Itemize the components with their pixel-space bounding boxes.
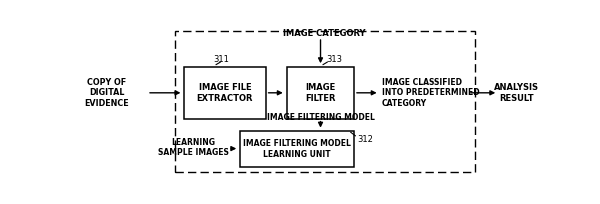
Bar xyxy=(175,31,475,172)
Text: IMAGE CATEGORY: IMAGE CATEGORY xyxy=(283,29,365,38)
Text: IMAGE CLASSIFIED
INTO PREDETERMINED
CATEGORY: IMAGE CLASSIFIED INTO PREDETERMINED CATE… xyxy=(382,78,479,108)
Text: COPY OF
DIGITAL
EVIDENCE: COPY OF DIGITAL EVIDENCE xyxy=(85,78,129,108)
Text: LEARNING
SAMPLE IMAGES: LEARNING SAMPLE IMAGES xyxy=(158,138,229,157)
Text: 311: 311 xyxy=(214,55,229,64)
Bar xyxy=(287,67,354,119)
Text: IMAGE FILTERING MODEL
LEARNING UNIT: IMAGE FILTERING MODEL LEARNING UNIT xyxy=(243,139,351,159)
Text: IMAGE
FILTER: IMAGE FILTER xyxy=(305,83,335,102)
Bar xyxy=(184,67,266,119)
Text: 313: 313 xyxy=(326,55,342,64)
Text: ANALYSIS
RESULT: ANALYSIS RESULT xyxy=(494,83,539,102)
Text: IMAGE FILTERING MODEL: IMAGE FILTERING MODEL xyxy=(266,113,374,122)
Bar xyxy=(240,131,354,167)
Text: 312: 312 xyxy=(358,135,374,144)
Text: IMAGE FILE
EXTRACTOR: IMAGE FILE EXTRACTOR xyxy=(197,83,253,102)
